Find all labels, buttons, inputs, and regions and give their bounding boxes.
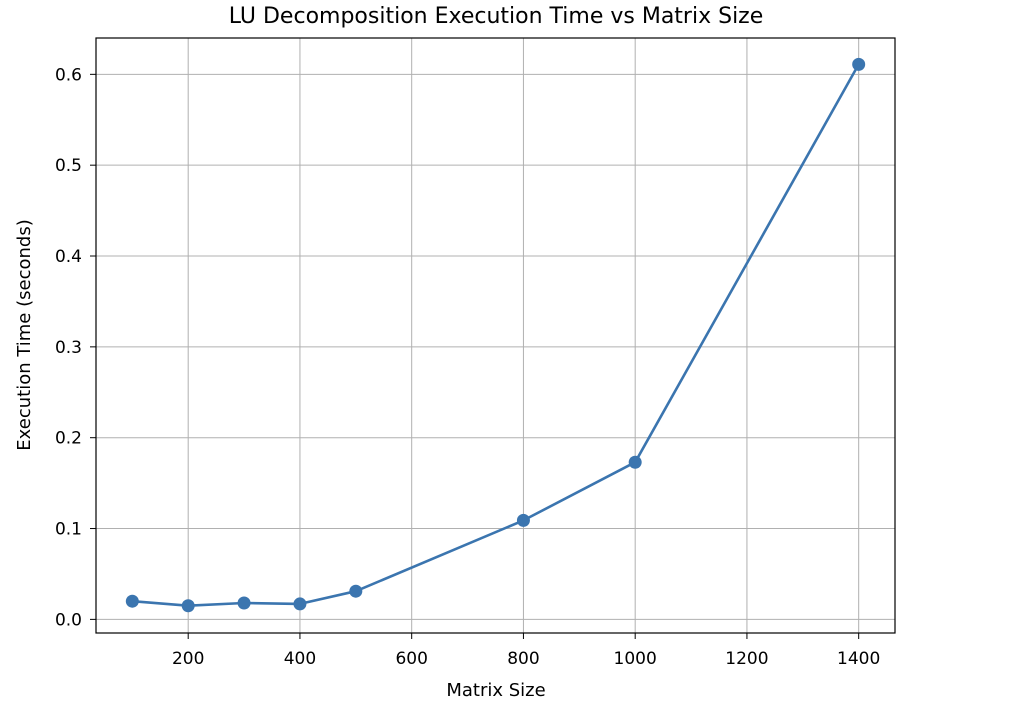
data-point — [237, 596, 251, 610]
y-axis-label: Execution Time (seconds) — [14, 219, 35, 450]
data-point — [516, 513, 530, 527]
x-tick-label: 1200 — [725, 649, 768, 669]
axis-ticks: 200 400 600 800 1000 1200 1400 0.0 0.1 0.2 0.3 0.4 0… — [55, 65, 880, 669]
data-point — [293, 597, 307, 611]
series-line — [132, 63, 860, 608]
data-point — [125, 594, 139, 608]
data-point — [181, 599, 195, 613]
y-tick-label: 0.5 — [55, 156, 82, 176]
x-axis-label: Matrix Size — [446, 680, 545, 701]
y-tick-label: 0.4 — [55, 247, 82, 267]
x-tick-label: 1400 — [837, 649, 880, 669]
data-point — [852, 57, 866, 71]
x-tick-label: 800 — [507, 649, 539, 669]
x-tick-label: 600 — [395, 649, 427, 669]
grid-lines — [96, 38, 895, 633]
x-tick-label: 1000 — [614, 649, 657, 669]
y-tick-label: 0.0 — [55, 610, 82, 630]
y-tick-label: 0.3 — [55, 338, 82, 358]
chart-title: LU Decomposition Execution Time vs Matri… — [229, 4, 764, 29]
data-point — [349, 584, 363, 598]
x-tick-label: 400 — [284, 649, 316, 669]
y-tick-label: 0.2 — [55, 429, 82, 449]
plot-frame — [95, 37, 896, 634]
data-point — [628, 455, 642, 469]
x-tick-label: 200 — [172, 649, 204, 669]
y-tick-label: 0.1 — [55, 520, 82, 540]
y-tick-label: 0.6 — [55, 65, 82, 85]
data-series — [125, 57, 866, 613]
